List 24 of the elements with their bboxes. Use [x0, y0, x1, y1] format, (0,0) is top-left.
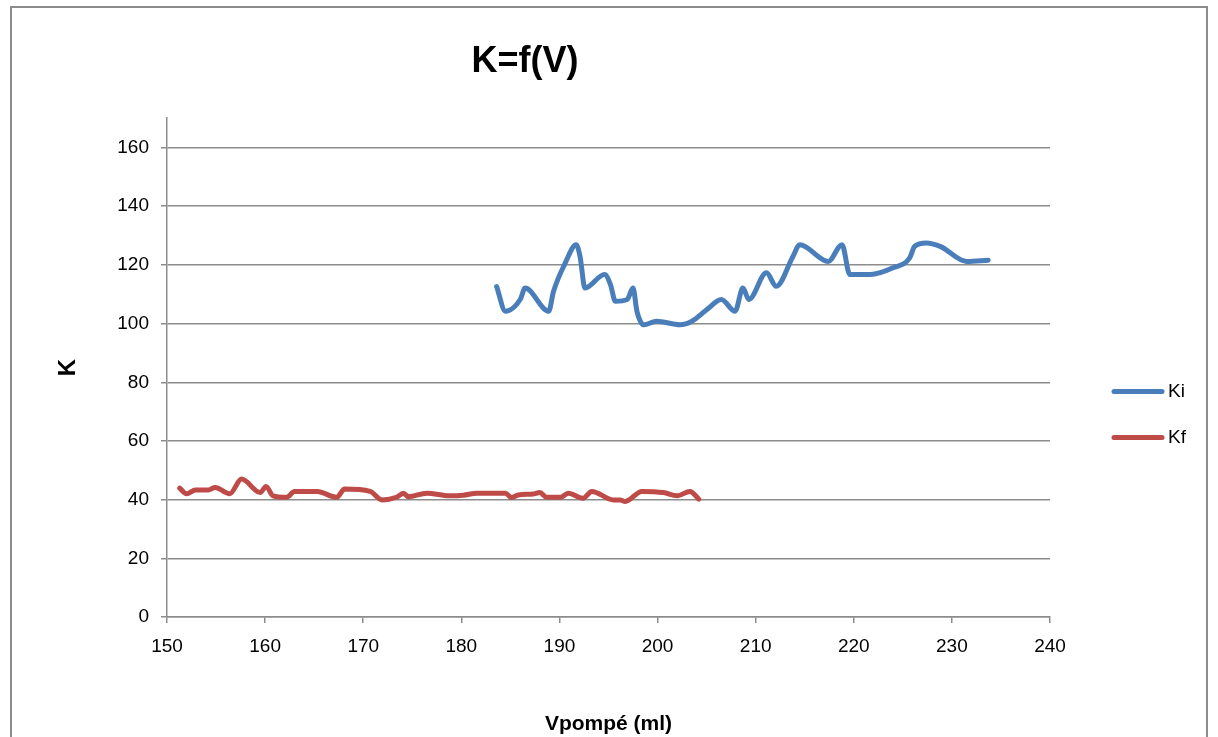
- x-tick-label: 170: [347, 634, 380, 656]
- chart-title: K=f(V): [471, 38, 579, 80]
- x-tick-label: 210: [739, 634, 772, 656]
- x-tick-label: 200: [641, 634, 674, 656]
- x-tick-label: 240: [1034, 634, 1066, 656]
- y-tick-label: 0: [138, 605, 149, 627]
- y-tick-label: 20: [127, 546, 149, 568]
- y-tick-label: 80: [127, 370, 149, 392]
- legend-label: Ki: [1168, 379, 1185, 401]
- legend-label: Kf: [1168, 425, 1187, 447]
- y-tick-label: 100: [117, 311, 149, 333]
- x-tick-label: 150: [151, 634, 183, 656]
- y-axis-title: K: [53, 358, 81, 377]
- x-tick-label: 190: [543, 634, 576, 656]
- x-tick-label: 160: [249, 634, 281, 656]
- x-axis-title: Vpompé (ml): [544, 711, 673, 735]
- y-tick-label: 120: [117, 253, 149, 275]
- y-tick-label: 40: [127, 487, 149, 509]
- y-tick-label: 60: [127, 429, 149, 451]
- y-tick-label: 140: [117, 194, 149, 216]
- y-tick-label: 160: [117, 135, 149, 157]
- x-tick-label: 230: [936, 634, 968, 656]
- x-tick-label: 180: [445, 634, 478, 656]
- x-tick-label: 220: [837, 634, 870, 656]
